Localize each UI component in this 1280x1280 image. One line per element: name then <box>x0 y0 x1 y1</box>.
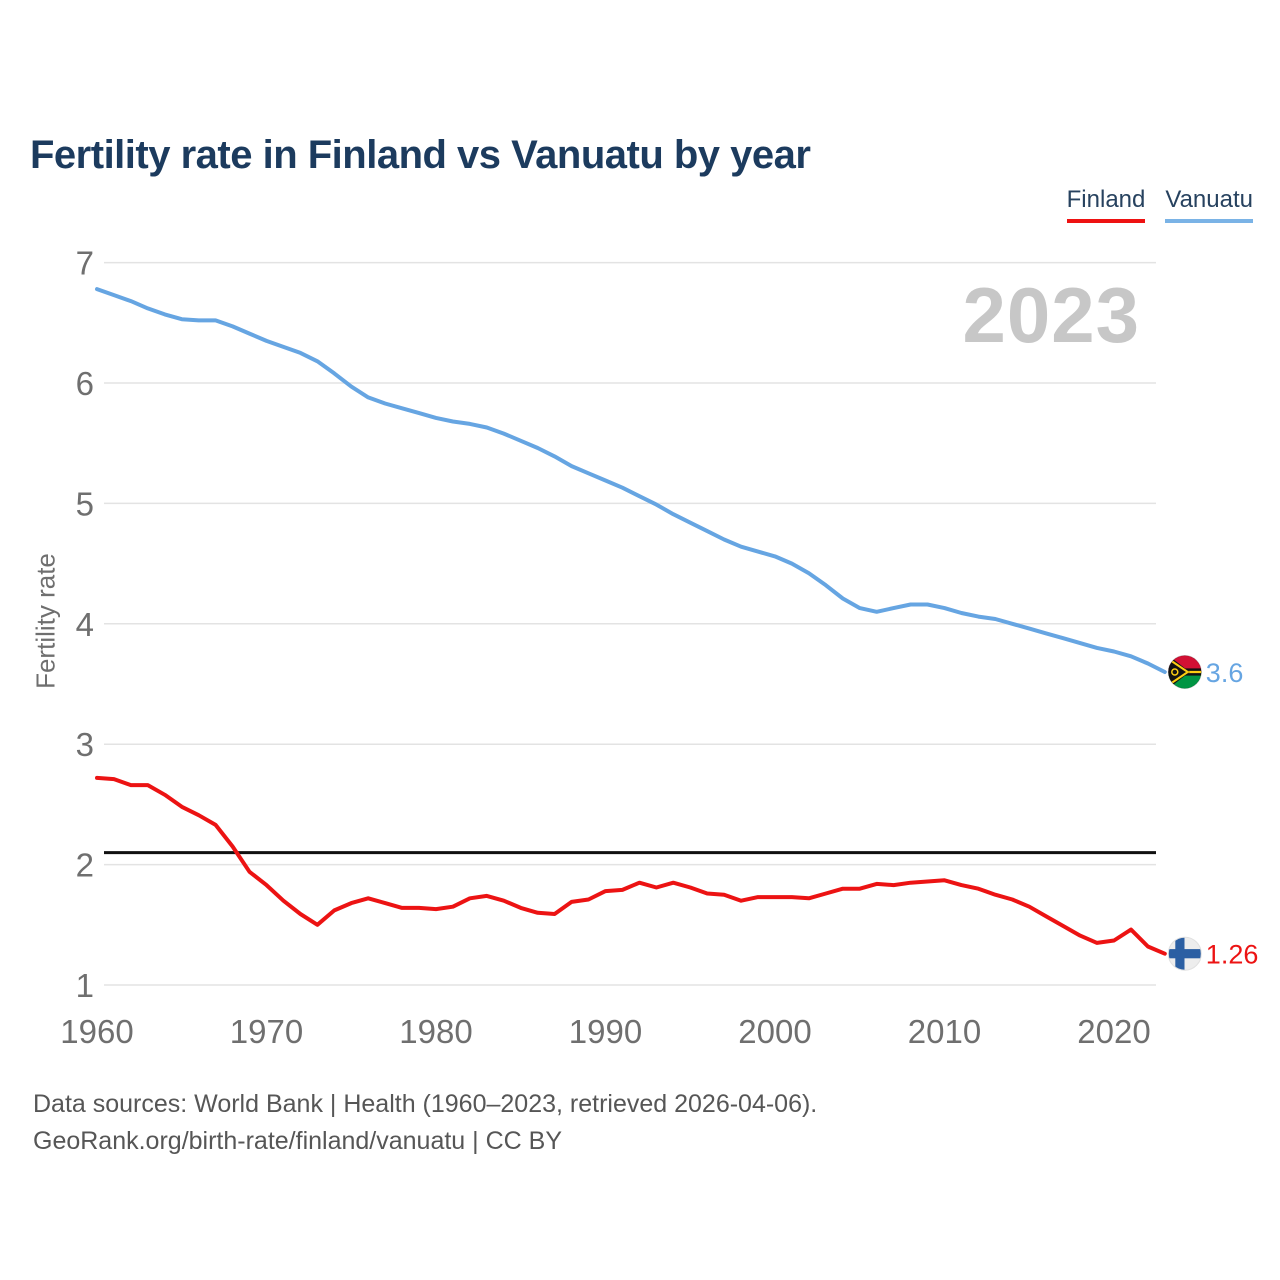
vanuatu-end-value-label: 3.6 <box>1206 658 1244 688</box>
y-tick-label: 5 <box>76 485 94 522</box>
finland-flag-icon <box>1167 936 1202 971</box>
footer: Data sources: World Bank | Health (1960–… <box>33 1086 817 1160</box>
y-gridlines <box>104 261 1156 986</box>
chart-title: Fertility rate in Finland vs Vanuatu by … <box>30 132 811 177</box>
y-axis-tick-labels: 1 2 3 4 5 6 7 <box>76 245 94 1004</box>
y-tick-label: 1 <box>76 967 94 1004</box>
y-tick-label: 2 <box>76 847 94 884</box>
x-axis-tick-labels: 1960 1970 1980 1990 2000 2010 2020 <box>60 1013 1150 1050</box>
vanuatu-flag-icon <box>1167 655 1202 689</box>
y-tick-label: 7 <box>76 245 94 282</box>
y-tick-label: 6 <box>76 365 94 402</box>
x-tick-label: 1970 <box>230 1013 303 1050</box>
x-tick-label: 2010 <box>908 1013 981 1050</box>
legend: Finland Vanuatu <box>1066 186 1253 223</box>
x-tick-label: 1980 <box>399 1013 472 1050</box>
data-sources-line: Data sources: World Bank | Health (1960–… <box>33 1090 818 1118</box>
finland-end-value-label: 1.26 <box>1206 940 1259 970</box>
legend-item-vanuatu[interactable]: Vanuatu <box>1165 186 1253 223</box>
series-lines <box>95 287 1167 956</box>
legend-item-finland[interactable]: Finland <box>1066 186 1146 223</box>
year-watermark: 2023 <box>962 271 1140 359</box>
y-tick-label: 3 <box>76 726 94 763</box>
fertility-line-chart: 1 2 3 4 5 6 7 1960 1970 1980 1990 2000 2010 2020 1.2… <box>60 245 1259 1050</box>
x-tick-label: 2000 <box>738 1013 811 1050</box>
x-tick-label: 1990 <box>569 1013 642 1050</box>
y-tick-label: 4 <box>76 606 94 643</box>
x-tick-label: 2020 <box>1077 1013 1150 1050</box>
attribution-line: GeoRank.org/birth-rate/finland/vanuatu |… <box>33 1127 562 1155</box>
series-line-vanuatu[interactable] <box>95 287 1167 674</box>
series-line-finland[interactable] <box>95 775 1167 956</box>
x-tick-label: 1960 <box>60 1013 133 1050</box>
